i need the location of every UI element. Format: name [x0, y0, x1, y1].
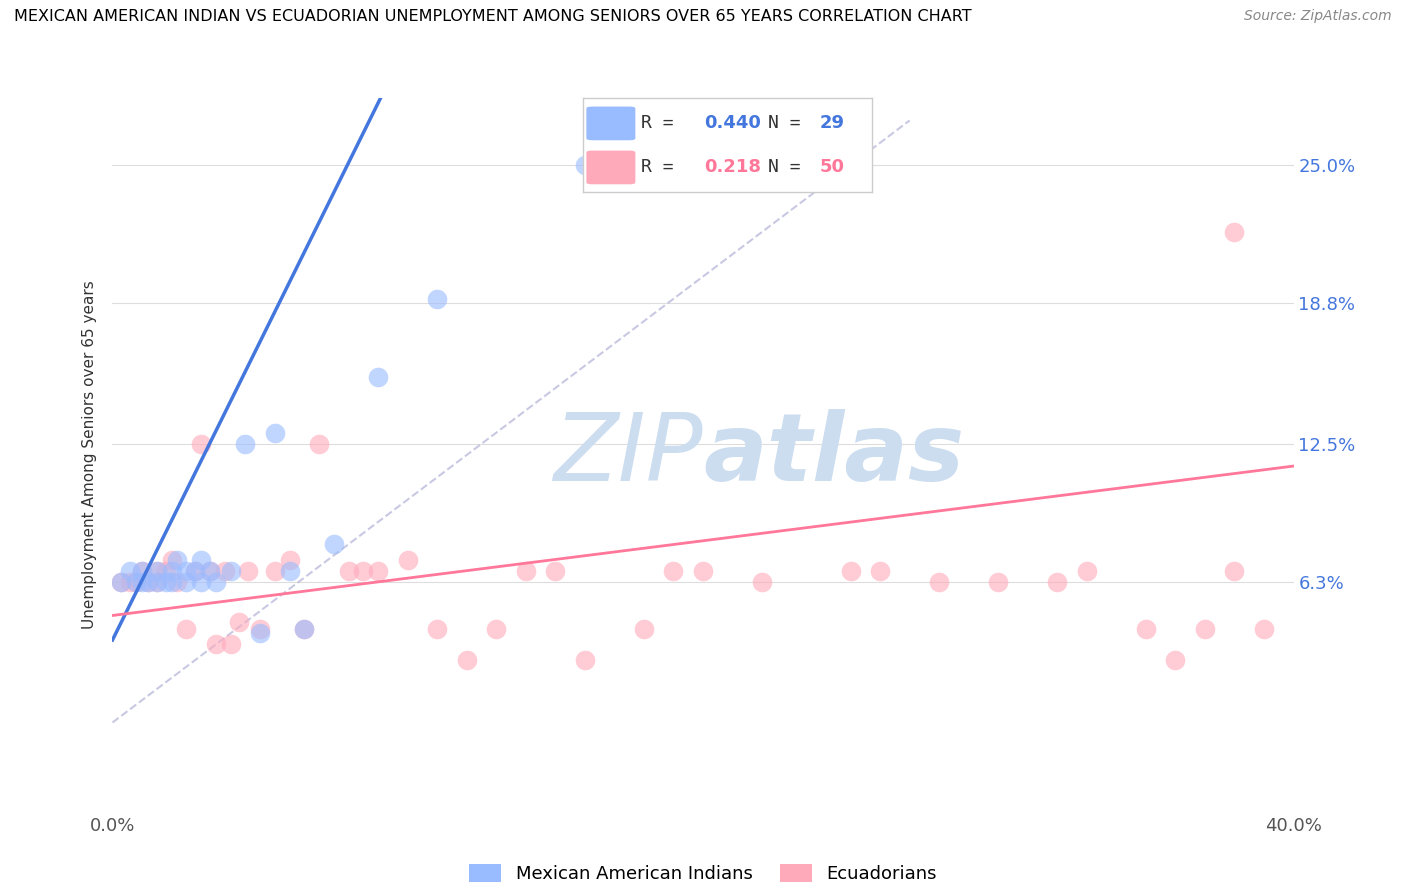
- Point: [198, 564, 221, 578]
- Point: [692, 564, 714, 578]
- Point: [662, 564, 685, 578]
- Point: [869, 564, 891, 578]
- Legend: Mexican American Indians, Ecuadorians: Mexican American Indians, Ecuadorians: [461, 856, 945, 890]
- Point: [184, 564, 207, 578]
- Point: [456, 653, 478, 667]
- Text: R =: R =: [641, 159, 696, 177]
- Point: [544, 564, 567, 578]
- Point: [136, 574, 159, 589]
- Point: [198, 564, 221, 578]
- Point: [574, 158, 596, 172]
- Text: ZIP: ZIP: [554, 409, 703, 500]
- Point: [228, 615, 250, 630]
- Point: [219, 564, 242, 578]
- Text: R =: R =: [641, 114, 685, 132]
- Point: [1076, 564, 1098, 578]
- Point: [574, 653, 596, 667]
- Point: [155, 574, 177, 589]
- Point: [292, 622, 315, 636]
- Point: [146, 574, 169, 589]
- Y-axis label: Unemployment Among Seniors over 65 years: Unemployment Among Seniors over 65 years: [82, 281, 97, 629]
- Point: [219, 637, 242, 651]
- Point: [278, 552, 301, 567]
- Point: [426, 292, 449, 306]
- Point: [249, 622, 271, 636]
- Text: MEXICAN AMERICAN INDIAN VS ECUADORIAN UNEMPLOYMENT AMONG SENIORS OVER 65 YEARS C: MEXICAN AMERICAN INDIAN VS ECUADORIAN UN…: [14, 9, 972, 24]
- Point: [125, 574, 148, 589]
- Point: [174, 564, 197, 578]
- Point: [110, 574, 132, 589]
- Point: [1223, 564, 1246, 578]
- Point: [160, 552, 183, 567]
- Point: [190, 436, 212, 450]
- Point: [160, 574, 183, 589]
- Point: [1164, 653, 1187, 667]
- FancyBboxPatch shape: [586, 151, 636, 185]
- Point: [308, 436, 330, 450]
- Point: [367, 369, 389, 384]
- Point: [190, 574, 212, 589]
- Point: [485, 622, 508, 636]
- Point: [1253, 622, 1275, 636]
- Point: [1194, 622, 1216, 636]
- Point: [928, 574, 950, 589]
- Point: [166, 552, 188, 567]
- Point: [233, 436, 256, 450]
- Text: 29: 29: [820, 114, 845, 132]
- Point: [120, 574, 142, 589]
- Point: [987, 574, 1010, 589]
- Text: 50: 50: [820, 159, 845, 177]
- Point: [292, 622, 315, 636]
- Point: [515, 564, 537, 578]
- Point: [1046, 574, 1069, 589]
- Point: [396, 552, 419, 567]
- Point: [249, 626, 271, 640]
- Point: [323, 537, 346, 551]
- Point: [264, 564, 287, 578]
- Text: Source: ZipAtlas.com: Source: ZipAtlas.com: [1244, 9, 1392, 23]
- Point: [174, 574, 197, 589]
- Point: [839, 564, 862, 578]
- Text: 0.440: 0.440: [704, 114, 762, 132]
- Point: [166, 574, 188, 589]
- Point: [131, 564, 153, 578]
- Point: [1223, 225, 1246, 239]
- Point: [136, 574, 159, 589]
- FancyBboxPatch shape: [586, 106, 636, 140]
- Point: [1135, 622, 1157, 636]
- Point: [125, 574, 148, 589]
- Point: [190, 552, 212, 567]
- Point: [214, 564, 236, 578]
- Point: [367, 564, 389, 578]
- Point: [633, 622, 655, 636]
- Point: [352, 564, 374, 578]
- Text: atlas: atlas: [703, 409, 965, 501]
- Point: [120, 564, 142, 578]
- Text: 0.218: 0.218: [704, 159, 762, 177]
- Point: [184, 564, 207, 578]
- Point: [264, 425, 287, 440]
- Point: [160, 564, 183, 578]
- Point: [205, 637, 228, 651]
- Point: [110, 574, 132, 589]
- Point: [131, 564, 153, 578]
- Text: N =: N =: [768, 114, 811, 132]
- Point: [426, 622, 449, 636]
- Point: [238, 564, 260, 578]
- Point: [131, 574, 153, 589]
- Point: [751, 574, 773, 589]
- Point: [174, 622, 197, 636]
- Point: [146, 564, 169, 578]
- Point: [146, 564, 169, 578]
- Point: [205, 574, 228, 589]
- Point: [155, 564, 177, 578]
- Text: N =: N =: [768, 159, 811, 177]
- Point: [337, 564, 360, 578]
- Point: [278, 564, 301, 578]
- Point: [146, 574, 169, 589]
